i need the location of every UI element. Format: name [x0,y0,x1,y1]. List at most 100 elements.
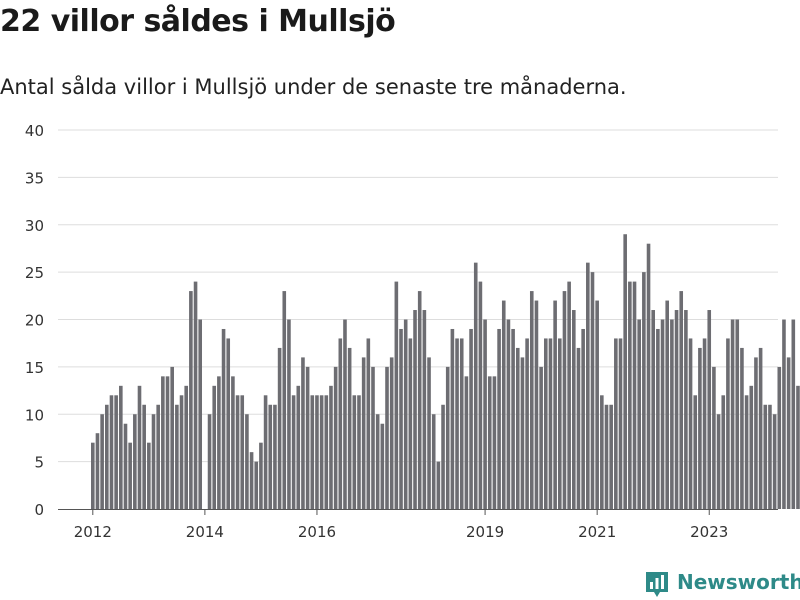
bar [156,404,160,509]
bar [642,272,646,510]
bar [137,385,142,509]
bar [464,376,469,509]
bar [142,404,146,509]
bar [147,442,151,509]
bar [618,338,623,509]
y-tick-label: 15 [25,359,44,377]
bar [791,319,796,509]
bar [786,357,791,509]
bar [109,395,114,509]
bar [558,338,562,509]
y-tick-label: 0 [34,501,44,519]
bar [497,328,501,509]
bar [716,414,721,509]
bar [581,328,585,509]
bar [702,338,707,509]
bar [623,234,627,510]
bar [100,414,104,509]
x-tick-label: 2012 [74,523,112,541]
bar [305,366,310,510]
bar [758,347,763,509]
brand-name: Newsworthy [677,570,800,594]
bar [754,357,758,509]
bar [231,376,235,509]
bar [455,338,459,509]
y-tick-label: 25 [25,264,44,282]
bar [660,319,665,509]
bar [646,243,651,509]
bar [721,395,726,509]
bar [656,328,660,509]
bar [735,319,740,509]
bar [688,338,693,509]
bar [562,291,567,509]
bar [301,357,305,509]
bar [366,338,371,509]
x-tick-label: 2019 [466,523,504,541]
bar [478,281,483,509]
bar [217,376,221,509]
bar [277,347,282,509]
bar [291,395,296,509]
bar [459,338,464,509]
bar [749,385,754,509]
bar [361,357,366,509]
y-tick-label: 35 [25,169,44,187]
bar [385,366,389,510]
bar [226,338,231,509]
bar [170,366,174,510]
bar [684,310,688,509]
x-tick-label: 2016 [298,523,336,541]
x-tick-label: 2023 [690,523,728,541]
bar [679,291,684,509]
bar [637,319,641,509]
bar [772,414,777,509]
bar [698,347,702,509]
bar [534,300,539,509]
bar [576,347,581,509]
bar [123,423,128,509]
bar [315,395,319,509]
bar [380,423,385,509]
bar [235,395,240,509]
bar [600,395,604,509]
bar [254,461,259,510]
y-tick-label: 40 [25,122,44,140]
bar [572,310,576,509]
bar [712,366,716,510]
bar [670,319,674,509]
bar [520,357,525,509]
bar [95,433,100,509]
bar [740,347,744,509]
bar [436,461,441,510]
bar [427,357,431,509]
bar [674,310,679,509]
newsworthy-logo[interactable]: Newsworthy [644,570,800,597]
bar-chart-logo-icon [646,572,668,597]
bar [431,414,436,509]
bar [245,414,249,509]
bar [492,376,497,509]
bar [665,300,670,509]
bar [529,291,534,509]
bar-chart: 0 5 10 15 20 25 30 35 40 2012 2014 2016 2019 2021 202… [25,122,800,541]
bar [319,395,324,509]
bar [268,404,273,509]
bar [693,395,698,509]
y-tick-label: 20 [25,312,44,330]
bar [296,385,301,509]
bar [105,404,109,509]
bar [371,366,375,510]
bar [114,395,118,509]
y-tick-label: 10 [25,406,44,424]
bar [193,281,198,509]
bar [403,319,408,509]
bar [338,338,343,509]
bar [543,338,548,509]
bar [782,319,786,509]
bar [212,385,217,509]
bar [469,328,473,509]
bar [375,414,380,509]
bar [525,338,529,509]
bar [175,404,179,509]
